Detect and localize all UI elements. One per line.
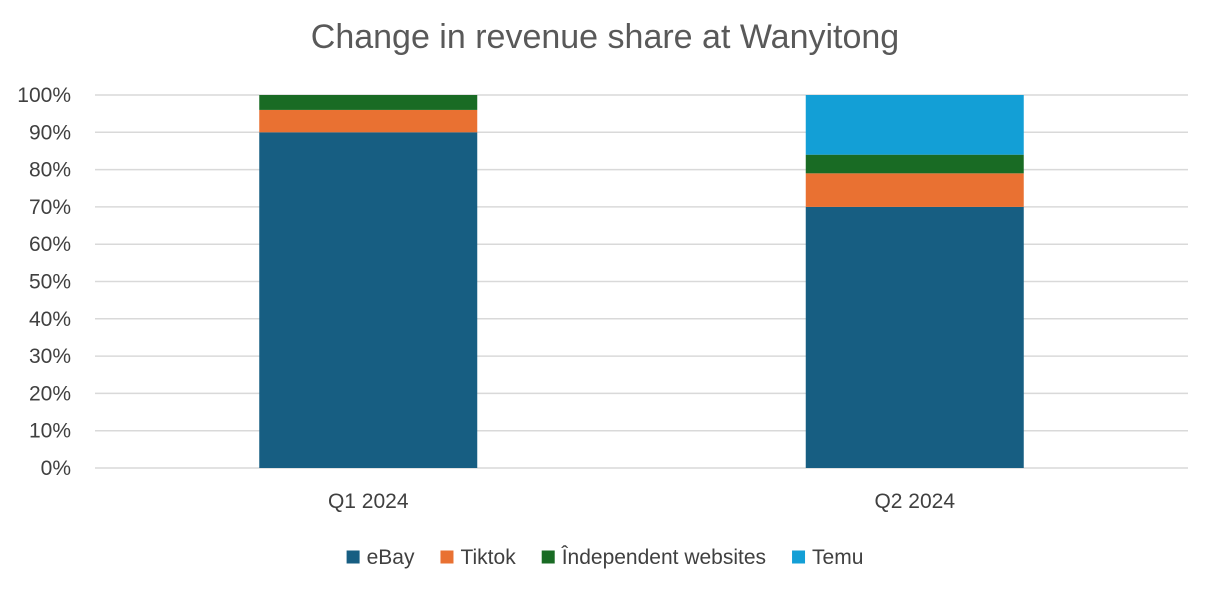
legend-item: Îndependent websites xyxy=(541,546,766,569)
y-tick-label: 0% xyxy=(41,457,71,480)
bars xyxy=(259,95,1024,469)
bar-segment-ebay xyxy=(805,206,1024,468)
legend-label: Îndependent websites xyxy=(561,546,766,569)
bar-segment-ndependent-websites xyxy=(805,154,1024,174)
legend-label: Tiktok xyxy=(460,546,516,569)
chart-title: Change in revenue share at Wanyitong xyxy=(311,18,899,56)
y-tick-label: 90% xyxy=(29,121,71,144)
bar-segment-ndependent-websites xyxy=(259,95,478,110)
y-tick-label: 70% xyxy=(29,196,71,219)
y-tick-label: 80% xyxy=(29,159,71,182)
x-category-label: Q2 2024 xyxy=(874,490,955,513)
y-tick-label: 10% xyxy=(29,420,71,443)
bar-segment-ebay xyxy=(259,132,478,469)
legend: eBay Tiktok Îndependent websites Temu xyxy=(346,546,863,569)
legend-label: Temu xyxy=(812,546,863,569)
legend-swatch xyxy=(792,550,806,564)
y-tick-label: 30% xyxy=(29,345,71,368)
legend-item: eBay xyxy=(346,546,415,569)
y-tick-label: 50% xyxy=(29,271,71,294)
bar-segment-tiktok xyxy=(805,173,1024,207)
gridlines xyxy=(95,94,1188,469)
y-tick-label: 20% xyxy=(29,382,71,405)
y-tick-label: 100% xyxy=(17,84,71,107)
x-axis-category-labels: Q1 2024 Q2 2024 xyxy=(328,490,955,513)
y-tick-label: 40% xyxy=(29,308,71,331)
bar-segment-tiktok xyxy=(259,109,478,133)
x-category-label: Q1 2024 xyxy=(328,490,409,513)
legend-item: Tiktok xyxy=(440,546,516,569)
legend-item: Temu xyxy=(792,546,863,569)
y-tick-label: 60% xyxy=(29,233,71,256)
legend-swatch xyxy=(541,550,555,564)
y-axis-tick-labels: 0% 10% 20% 30% 40% 50% 60% 70% 80% 90% 100% xyxy=(17,84,71,480)
legend-swatch xyxy=(346,550,360,564)
legend-label: eBay xyxy=(367,546,415,569)
legend-swatch xyxy=(440,550,454,564)
bar-segment-temu xyxy=(805,95,1024,155)
